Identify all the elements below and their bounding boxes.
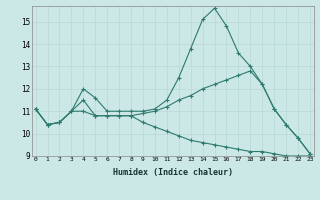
- X-axis label: Humidex (Indice chaleur): Humidex (Indice chaleur): [113, 168, 233, 177]
